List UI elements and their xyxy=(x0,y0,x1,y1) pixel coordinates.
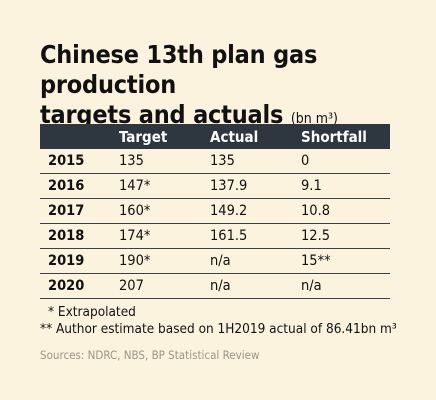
sources-line: Sources: NDRC, NBS, BP Statistical Revie… xyxy=(40,348,260,362)
target-cell: 207 xyxy=(117,273,208,299)
shortfall-cell: 9.1 xyxy=(299,173,390,199)
shortfall-cell: 15** xyxy=(299,248,390,274)
actual-cell: 149.2 xyxy=(208,198,299,224)
year-cell: 2019 xyxy=(40,248,117,274)
shortfall-cell: n/a xyxy=(299,273,390,299)
footnotes: * Extrapolated ** Author estimate based … xyxy=(40,304,397,338)
actual-cell: n/a xyxy=(208,248,299,274)
table-row: 2017 160* 149.2 10.8 xyxy=(40,198,390,224)
table-header-row: Target Actual Shortfall xyxy=(40,124,390,149)
footnote-author-estimate: ** Author estimate based on 1H2019 actua… xyxy=(40,321,397,337)
table-row: 2019 190* n/a 15** xyxy=(40,248,390,274)
shortfall-cell: 12.5 xyxy=(299,223,390,249)
gas-production-table: Target Actual Shortfall 2015 135 135 0 2… xyxy=(40,124,390,299)
shortfall-cell: 0 xyxy=(299,149,390,174)
target-cell: 160* xyxy=(117,198,208,224)
header-cell-target: Target xyxy=(117,124,208,149)
title-unit: (bn m³) xyxy=(290,111,338,127)
year-cell: 2020 xyxy=(40,273,117,299)
table-row: 2020 207 n/a n/a xyxy=(40,273,390,299)
actual-cell: n/a xyxy=(208,273,299,299)
actual-cell: 161.5 xyxy=(208,223,299,249)
table-row: 2015 135 135 0 xyxy=(40,149,390,174)
header-cell-year xyxy=(40,124,117,149)
year-cell: 2015 xyxy=(40,149,117,174)
header-cell-actual: Actual xyxy=(208,124,299,149)
header-cell-shortfall: Shortfall xyxy=(299,124,390,149)
year-cell: 2016 xyxy=(40,173,117,199)
footnote-extrapolated: * Extrapolated xyxy=(48,304,136,320)
title-line-1: Chinese 13th plan gas production xyxy=(40,40,318,99)
actual-cell: 135 xyxy=(208,149,299,174)
shortfall-cell: 10.8 xyxy=(299,198,390,224)
table-row: 2016 147* 137.9 9.1 xyxy=(40,173,390,199)
chart-title: Chinese 13th plan gas production targets… xyxy=(40,40,420,134)
target-cell: 190* xyxy=(117,248,208,274)
year-cell: 2017 xyxy=(40,198,117,224)
target-cell: 135 xyxy=(117,149,208,174)
target-cell: 147* xyxy=(117,173,208,199)
actual-cell: 137.9 xyxy=(208,173,299,199)
table-row: 2018 174* 161.5 12.5 xyxy=(40,223,390,249)
year-cell: 2018 xyxy=(40,223,117,249)
target-cell: 174* xyxy=(117,223,208,249)
